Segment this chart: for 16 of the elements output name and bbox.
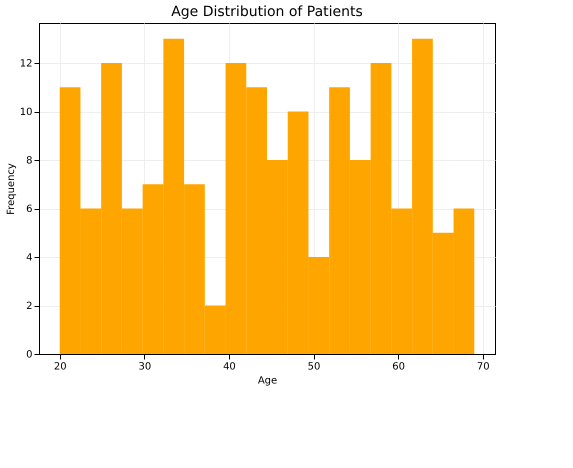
y-tick-label: 8 <box>26 156 32 167</box>
x-tick-label: 50 <box>308 362 320 372</box>
x-tick-label: 30 <box>138 362 152 372</box>
y-tick-label: 6 <box>26 204 32 216</box>
x-tick-label: 60 <box>392 362 405 372</box>
y-tick-label: 12 <box>20 58 32 70</box>
x-tick-label: 70 <box>476 362 490 372</box>
y-tick-label: 4 <box>26 252 32 264</box>
chart-title: Age Distribution of Patients <box>171 4 363 20</box>
y-axis-title: Frequency <box>6 163 17 215</box>
x-tick-label: 40 <box>223 362 236 372</box>
y-tick-label: 10 <box>20 107 32 118</box>
y-tick-label: 2 <box>26 301 32 312</box>
y-tick-label: 0 <box>26 350 32 360</box>
x-axis-title: Age <box>258 376 278 386</box>
x-tick-label: 20 <box>54 362 67 372</box>
